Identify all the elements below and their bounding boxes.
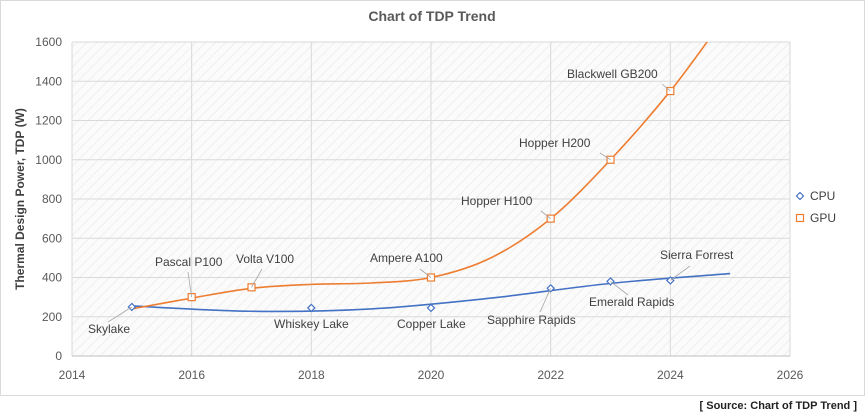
source-note: [ Source: Chart of TDP Trend ] xyxy=(699,400,857,412)
cpu-data-label: Emerald Rapids xyxy=(589,295,674,309)
cpu-data-label: Skylake xyxy=(88,322,130,336)
y-tick-label: 400 xyxy=(42,271,62,285)
gpu-leader-line xyxy=(187,271,193,298)
cpu-leader-line xyxy=(670,265,691,281)
cpu-leader-line xyxy=(107,306,133,323)
gpu-leader-line xyxy=(419,268,432,278)
gpu-data-label: Hopper H100 xyxy=(461,194,533,208)
cpu-data-label: Copper Lake xyxy=(397,317,466,331)
gpu-data-label: Ampere A100 xyxy=(370,251,443,265)
x-tick-label: 2018 xyxy=(298,368,325,382)
cpu-data-label: Whiskey Lake xyxy=(274,317,349,331)
cpu-data-label: Sierra Forrest xyxy=(660,248,734,262)
x-tick-label: 2014 xyxy=(59,368,86,382)
legend-gpu-marker xyxy=(795,213,805,223)
y-tick-label: 0 xyxy=(55,349,62,363)
x-tick-label: 2024 xyxy=(657,368,684,382)
y-axis-label: Thermal Design Power, TDP (W) xyxy=(13,108,27,290)
x-tick-label: 2020 xyxy=(418,368,445,382)
cpu-point xyxy=(426,303,436,313)
y-tick-label: 1600 xyxy=(35,35,62,49)
chart-title: Chart of TDP Trend xyxy=(368,8,495,24)
y-tick-label: 600 xyxy=(42,231,62,245)
y-tick-label: 1000 xyxy=(35,153,62,167)
gpu-data-label: Volta V100 xyxy=(236,252,294,266)
legend-cpu-marker xyxy=(795,191,805,201)
cpu-data-label: Sapphire Rapids xyxy=(487,313,576,327)
y-tick-label: 200 xyxy=(42,310,62,324)
cpu-leader-line xyxy=(610,281,629,296)
cpu-point xyxy=(306,303,316,313)
gpu-leader-line xyxy=(251,268,263,288)
gpu-leader-line xyxy=(661,83,671,92)
x-tick-label: 2022 xyxy=(537,368,564,382)
gpu-data-label: Pascal P100 xyxy=(155,255,223,269)
y-tick-label: 800 xyxy=(42,192,62,206)
y-tick-label: 1400 xyxy=(35,74,62,88)
gpu-data-label: Blackwell GB200 xyxy=(567,67,658,81)
cpu-leader-line xyxy=(539,288,552,313)
x-tick-label: 2016 xyxy=(178,368,205,382)
gpu-leader-line xyxy=(540,210,551,219)
gpu-data-label: Hopper H200 xyxy=(519,136,591,150)
y-tick-label: 1200 xyxy=(35,114,62,128)
legend-gpu-label: GPU xyxy=(810,211,836,225)
x-tick-label: 2026 xyxy=(777,368,804,382)
legend-cpu-label: CPU xyxy=(810,189,835,203)
gpu-leader-line xyxy=(599,152,611,161)
gpu-trendline xyxy=(131,42,709,310)
